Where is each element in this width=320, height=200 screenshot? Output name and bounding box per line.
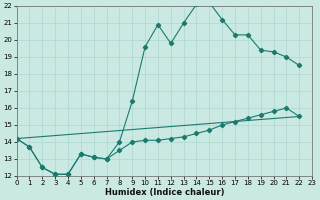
X-axis label: Humidex (Indice chaleur): Humidex (Indice chaleur) (105, 188, 224, 197)
